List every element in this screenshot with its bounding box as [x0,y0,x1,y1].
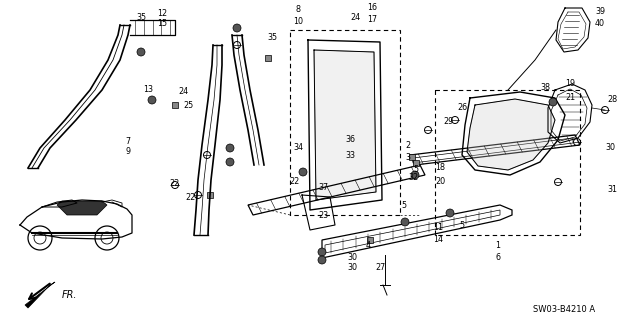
Text: 39: 39 [595,8,605,17]
Text: 3: 3 [406,152,410,161]
Text: 25: 25 [183,100,193,109]
Polygon shape [314,50,376,200]
Circle shape [299,168,307,176]
Text: 14: 14 [433,235,443,244]
Bar [435,90,580,235]
Bar [207,192,213,198]
Text: 38: 38 [540,84,550,93]
Text: 26: 26 [457,103,467,113]
Text: 27: 27 [375,263,385,272]
Bar [409,154,415,160]
Text: SW03-B4210 A: SW03-B4210 A [533,306,595,315]
Circle shape [549,98,557,106]
Text: 24: 24 [350,13,360,23]
Text: 22: 22 [185,194,195,203]
Text: 17: 17 [367,16,377,25]
Text: 28: 28 [607,95,617,105]
Text: 5: 5 [460,220,465,229]
Polygon shape [57,201,107,215]
Text: 4: 4 [365,241,371,249]
Text: 34: 34 [293,144,303,152]
Text: 13: 13 [143,85,153,94]
Circle shape [318,248,326,256]
Text: 22: 22 [169,179,179,188]
Text: 18: 18 [435,164,445,173]
Text: 20: 20 [435,176,445,186]
Text: 37: 37 [318,183,328,192]
Text: 12: 12 [157,10,167,19]
Bar [265,55,271,61]
Text: 8: 8 [296,5,301,14]
Text: 7: 7 [125,137,131,146]
Text: 11: 11 [433,224,443,233]
Text: 15: 15 [157,19,167,27]
Circle shape [137,48,145,56]
Text: 32: 32 [408,174,418,182]
Bar [172,102,178,108]
Text: 22: 22 [290,177,300,187]
Text: FR.: FR. [62,290,77,300]
Bar [413,160,419,166]
Text: 19: 19 [565,79,575,88]
Circle shape [446,209,454,217]
Circle shape [411,171,419,179]
Text: 1: 1 [495,241,500,249]
Text: 23: 23 [318,211,328,219]
Text: 30: 30 [605,144,615,152]
Text: 35: 35 [136,13,146,23]
Circle shape [318,256,326,264]
Circle shape [148,96,156,104]
Text: 5: 5 [413,166,419,174]
Polygon shape [25,282,55,308]
Text: 2: 2 [405,140,411,150]
Text: 21: 21 [565,93,575,101]
Text: 6: 6 [495,254,500,263]
Text: 33: 33 [345,151,355,160]
Bar [290,30,400,215]
Text: 35: 35 [267,33,277,42]
Text: 29: 29 [444,117,454,127]
Bar [367,237,373,243]
Circle shape [233,24,241,32]
Text: 5: 5 [401,201,406,210]
Text: 10: 10 [293,18,303,26]
Text: 16: 16 [367,4,377,12]
Circle shape [226,144,234,152]
Circle shape [226,158,234,166]
Text: 30: 30 [347,254,357,263]
Text: 31: 31 [607,186,617,195]
Text: 30: 30 [347,263,357,272]
Polygon shape [467,99,555,170]
Circle shape [401,218,409,226]
Text: 9: 9 [125,147,131,157]
Text: 36: 36 [345,136,355,145]
Text: 40: 40 [595,19,605,28]
Text: 24: 24 [178,87,188,97]
